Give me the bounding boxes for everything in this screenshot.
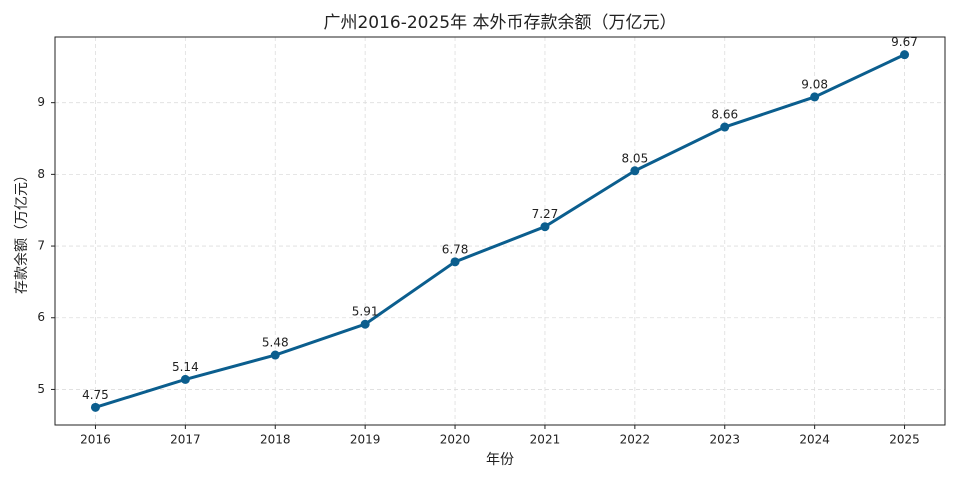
marker <box>810 92 820 102</box>
x-tick-label: 2018 <box>260 433 291 447</box>
x-tick-label: 2021 <box>530 433 561 447</box>
line <box>95 53 906 409</box>
x-tick-label: 2020 <box>440 433 471 447</box>
data-label: 5.14 <box>172 360 199 374</box>
data-label: 8.05 <box>621 151 648 165</box>
y-tick-label: 8 <box>37 167 45 181</box>
data-label: 6.78 <box>442 242 469 256</box>
y-tick-label: 5 <box>37 382 45 396</box>
x-tick-label: 2024 <box>799 433 830 447</box>
y-tick-label: 9 <box>37 95 45 109</box>
data-label: 9.08 <box>801 77 828 91</box>
data-label: 5.48 <box>262 336 289 350</box>
grid <box>55 37 945 425</box>
x-tick-label: 2017 <box>170 433 201 447</box>
x-tick-label: 2025 <box>889 433 920 447</box>
marker <box>630 166 640 176</box>
marker <box>450 257 460 267</box>
x-tick-label: 2023 <box>709 433 740 447</box>
marker <box>180 374 190 384</box>
y-axis-label: 存款余额（万亿元） <box>13 168 30 294</box>
data-label: 4.75 <box>82 388 109 402</box>
data-label: 5.91 <box>352 305 379 319</box>
marker <box>720 122 730 132</box>
data-label: 9.67 <box>891 35 918 49</box>
marker <box>900 50 910 60</box>
x-tick-label: 2019 <box>350 433 381 447</box>
y-tick-label: 7 <box>37 239 45 253</box>
y-tick-label: 6 <box>37 310 45 324</box>
data-label: 8.66 <box>711 108 738 122</box>
data-label: 7.27 <box>532 207 559 221</box>
x-tick-label: 2016 <box>80 433 111 447</box>
marker <box>90 402 100 412</box>
plot-frame <box>54 36 946 426</box>
chart-title: 广州2016-2025年 本外币存款余额（万亿元） <box>323 13 676 33</box>
marker <box>540 222 550 232</box>
plot-area: 4.75 5.14 5.48 5.91 6.78 7.27 8.05 8.66 9.08 9.67 <box>82 35 918 412</box>
x-tick-label: 2022 <box>620 433 651 447</box>
marker <box>360 319 370 329</box>
x-axis-label: 年份 <box>486 452 514 468</box>
marker <box>270 350 280 360</box>
